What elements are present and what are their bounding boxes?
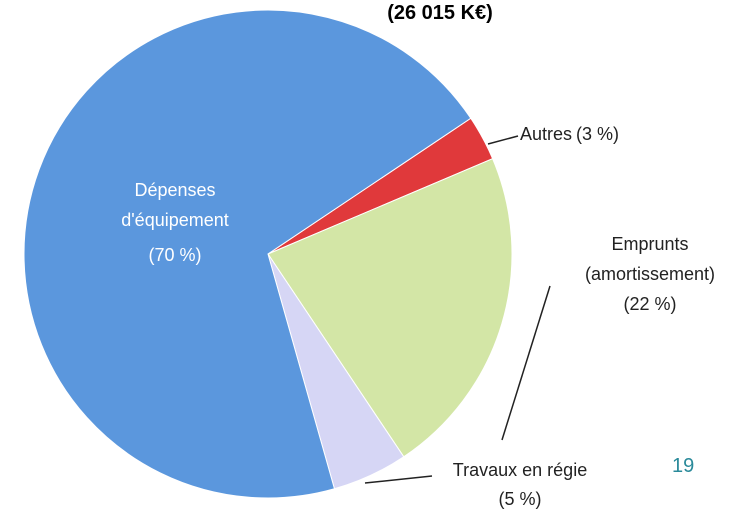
pie-slice (267, 158, 513, 458)
leader-line (364, 475, 433, 484)
slice-value-label: (70 %) (148, 245, 202, 265)
leader-line (487, 135, 519, 145)
page-number: 19 (672, 455, 695, 477)
leader-line (501, 285, 551, 441)
slice-value-label: (22 %) (623, 294, 677, 314)
slice-label: Emprunts (amortissement) (584, 234, 716, 284)
slice-value-label: (3 %) (576, 124, 620, 144)
slice-label: Autres (520, 124, 573, 144)
slice-label: Dépenses d'équipement (121, 180, 229, 230)
slice-value-label: (5 %) (498, 489, 542, 509)
slice-label: Travaux en régie (452, 460, 588, 480)
chart-title: (26 015 K€) (387, 2, 493, 24)
pie-slice (23, 9, 472, 499)
